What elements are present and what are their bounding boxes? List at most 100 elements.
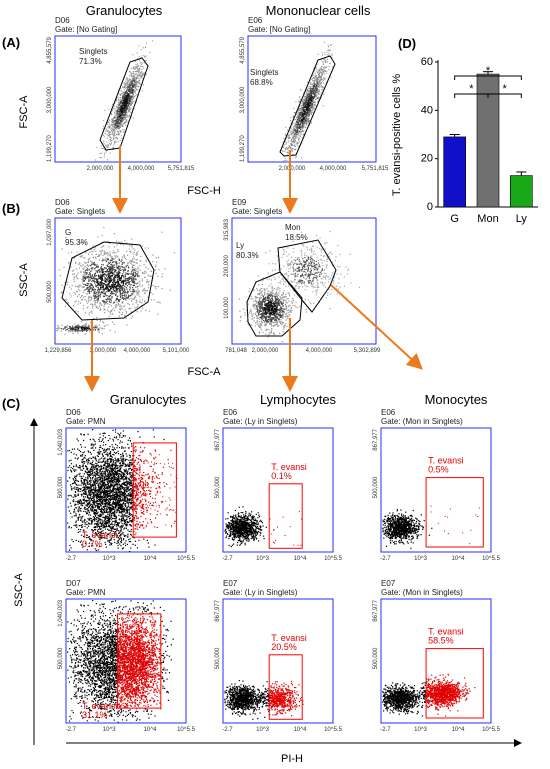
- ytick-label: 20: [421, 153, 433, 165]
- xtick: 10^4: [452, 556, 465, 562]
- gate-rect: [426, 478, 483, 547]
- xtick: 5,302,899: [354, 348, 381, 354]
- ytick: 867,977: [215, 428, 221, 450]
- xtick: -2.7: [66, 556, 77, 562]
- plot-gate: Gate: [No Gating]: [248, 25, 310, 34]
- xtick: 10^4: [144, 727, 157, 733]
- plot-gate: Gate: (Ly in Singlets): [223, 417, 298, 426]
- plot-id: D06: [55, 16, 70, 25]
- bar-ly: [510, 176, 532, 207]
- section-title-mononuclear: Mononuclear cells: [266, 3, 371, 18]
- xtick: 5,101,000: [163, 348, 190, 354]
- xtick: 10^5.5: [324, 727, 342, 733]
- axis-label-c-x: PI-H: [281, 753, 303, 765]
- ytick-label: 60: [421, 56, 433, 68]
- xtick: -2.7: [222, 556, 233, 562]
- density-cloud: [282, 42, 333, 162]
- ytick: 1,199,270: [240, 135, 246, 162]
- plot-b2: E09 Gate: Singlets Mon 18.5% Ly 80.3% 31…: [224, 198, 381, 354]
- xtick: 1,229,856: [45, 348, 72, 354]
- ytick: 867,977: [373, 599, 379, 621]
- xtick: 10^3: [256, 727, 269, 733]
- axis-label-b-x: FSC-A: [188, 366, 222, 378]
- plot-id: E07: [381, 579, 396, 588]
- gate-name-ly: Ly: [236, 241, 244, 250]
- ytick: 1,097,000: [47, 218, 53, 245]
- section-title-c-granulocytes: Granulocytes: [110, 392, 187, 407]
- axis-label-a-x: FSC-H: [187, 185, 221, 197]
- ytick: 3,000,000: [47, 86, 53, 113]
- gate-percent: 0.7%: [82, 539, 103, 549]
- panel-label-b: (B): [2, 201, 20, 216]
- ytick: 4,855,579: [47, 36, 53, 63]
- gate-percent: 0.5%: [428, 465, 449, 475]
- section-title-granulocytes: Granulocytes: [86, 3, 163, 18]
- ytick: 4,855,579: [240, 36, 246, 63]
- ytick: 500,000: [58, 476, 64, 498]
- density-cloud: [239, 231, 360, 342]
- xtick: 10^3: [256, 556, 269, 562]
- panel-label-c: (C): [2, 396, 20, 411]
- plot-gate: Gate: Singlets: [55, 207, 105, 216]
- section-title-c-monocytes: Monocytes: [425, 392, 488, 407]
- bar-g: [444, 137, 466, 207]
- xtick: 10^5.5: [177, 556, 195, 562]
- xtick: -2.7: [66, 727, 77, 733]
- xtick: 2,000,000: [252, 348, 279, 354]
- xtick: 10^5.5: [482, 556, 500, 562]
- scatter-dots: [382, 674, 475, 717]
- category-label: Mon: [477, 213, 498, 225]
- section-title-c-lymphocytes: Lymphocytes: [260, 392, 337, 407]
- axis-label-a-y: FSC-A: [18, 95, 30, 129]
- xtick: 4,000,000: [128, 166, 155, 172]
- ytick-label: 40: [421, 104, 433, 116]
- ytick: 1,040,003: [58, 599, 64, 626]
- ytick: 500,000: [58, 647, 64, 669]
- xtick: 4,000,000: [306, 348, 333, 354]
- plot-id: E06: [223, 408, 238, 417]
- plot-gate: Gate: (Mon in Singlets): [381, 588, 463, 597]
- gate-percent: 0.1%: [271, 471, 292, 481]
- panel-label-a: (A): [2, 35, 20, 50]
- ytick: 315,983: [224, 218, 230, 240]
- plot-id: E06: [381, 408, 396, 417]
- plot-id: E06: [248, 16, 263, 25]
- xtick: 10^5.5: [482, 727, 500, 733]
- xtick: 2,000,000: [87, 166, 114, 172]
- plot-id: E09: [232, 198, 247, 207]
- plot-gate: Gate: Singlets: [232, 207, 282, 216]
- chart-ylabel: T. evansi-positive cells %: [391, 74, 403, 196]
- ytick: 867,977: [373, 428, 379, 450]
- xtick: 3,000,000: [90, 348, 117, 354]
- axis-label-c-y: SSC-A: [13, 573, 25, 607]
- xtick: -2.7: [222, 727, 233, 733]
- plot-frame: [55, 36, 181, 162]
- plot-id: D07: [66, 579, 81, 588]
- scatter-dots: [224, 506, 302, 547]
- significance-star: *: [503, 83, 508, 95]
- plot-id: D06: [66, 408, 81, 417]
- xtick: 10^3: [414, 727, 427, 733]
- xtick: -2.7: [380, 727, 391, 733]
- xtick: 10^3: [414, 556, 427, 562]
- gate-name-mon: Mon: [285, 223, 301, 232]
- ytick: 500,000: [215, 476, 221, 498]
- plot-b1: D06 Gate: Singlets G 95.3% 1,097,000 500…: [45, 198, 190, 354]
- xtick: 10^5.5: [324, 556, 342, 562]
- category-label: G: [450, 213, 459, 225]
- xtick: 10^4: [452, 727, 465, 733]
- gate-percent: 31.1%: [82, 710, 108, 720]
- ytick: 500,000: [373, 647, 379, 669]
- xtick: 4,000,000: [124, 348, 151, 354]
- plot-gate: Gate: PMN: [66, 588, 106, 597]
- plot-gate: Gate: [No Gating]: [55, 25, 117, 34]
- category-label: Ly: [516, 213, 528, 225]
- plot-gate: Gate: (Ly in Singlets): [223, 588, 298, 597]
- xtick: -2.7: [380, 556, 391, 562]
- plot-a1: D06 Gate: [No Gating] Singlets 71.3% 4,8…: [47, 16, 195, 172]
